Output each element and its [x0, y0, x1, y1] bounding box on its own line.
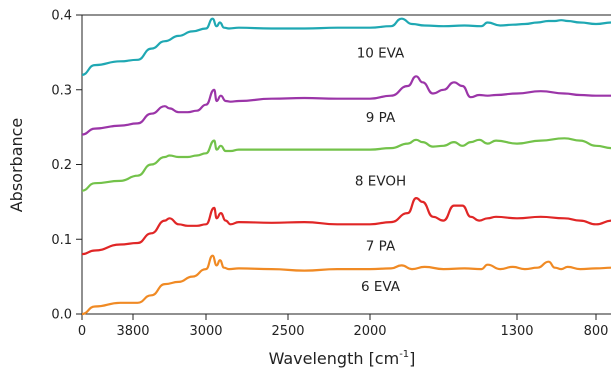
- x-tick-label: 2000: [353, 324, 386, 339]
- x-tick-label: 0: [78, 324, 86, 339]
- y-tick-label: 0.2: [51, 158, 72, 173]
- x-axis-title: Wavelength [cm-1]: [269, 349, 416, 368]
- series-label-6-eva: 6 EVA: [361, 279, 401, 295]
- x-tick-label: 800: [584, 324, 609, 339]
- y-tick-label: 0.3: [51, 83, 72, 98]
- series-line-7-pa: [81, 197, 611, 256]
- x-tick-label: 1300: [500, 324, 533, 339]
- x-axis-ticks: 0 3800 3000 2500 2000 1300 800: [78, 314, 609, 339]
- series-line-6-eva: [81, 254, 611, 316]
- series-line-8-evoh: [81, 137, 611, 192]
- series-label-9-pa: 9 PA: [366, 110, 396, 126]
- x-axis-title-end: ]: [409, 349, 415, 368]
- x-axis-title-superscript: -1: [399, 349, 409, 360]
- x-tick-label: 2500: [271, 324, 304, 339]
- y-tick-label: 0.0: [51, 308, 72, 323]
- x-tick-label: 3000: [189, 324, 222, 339]
- series-label-10-eva: 10 EVA: [357, 46, 405, 62]
- series-line-10-eva: [81, 17, 611, 76]
- series-label-7-pa: 7 PA: [366, 238, 396, 254]
- series-line-9-pa: [81, 75, 611, 136]
- y-axis-title: Absorbance: [7, 118, 26, 213]
- y-tick-label: 0.1: [51, 233, 72, 248]
- x-tick-label: 3800: [116, 324, 149, 339]
- spectra-series: [81, 17, 611, 316]
- y-axis-ticks: 0.0 0.1 0.2 0.3 0.4: [51, 9, 82, 323]
- series-labels: 6 EVA 7 PA 8 EVOH 9 PA 10 EVA: [355, 46, 406, 295]
- y-tick-label: 0.4: [51, 9, 72, 24]
- x-axis-title-main: Wavelength [cm: [269, 349, 400, 368]
- series-label-8-evoh: 8 EVOH: [355, 173, 406, 189]
